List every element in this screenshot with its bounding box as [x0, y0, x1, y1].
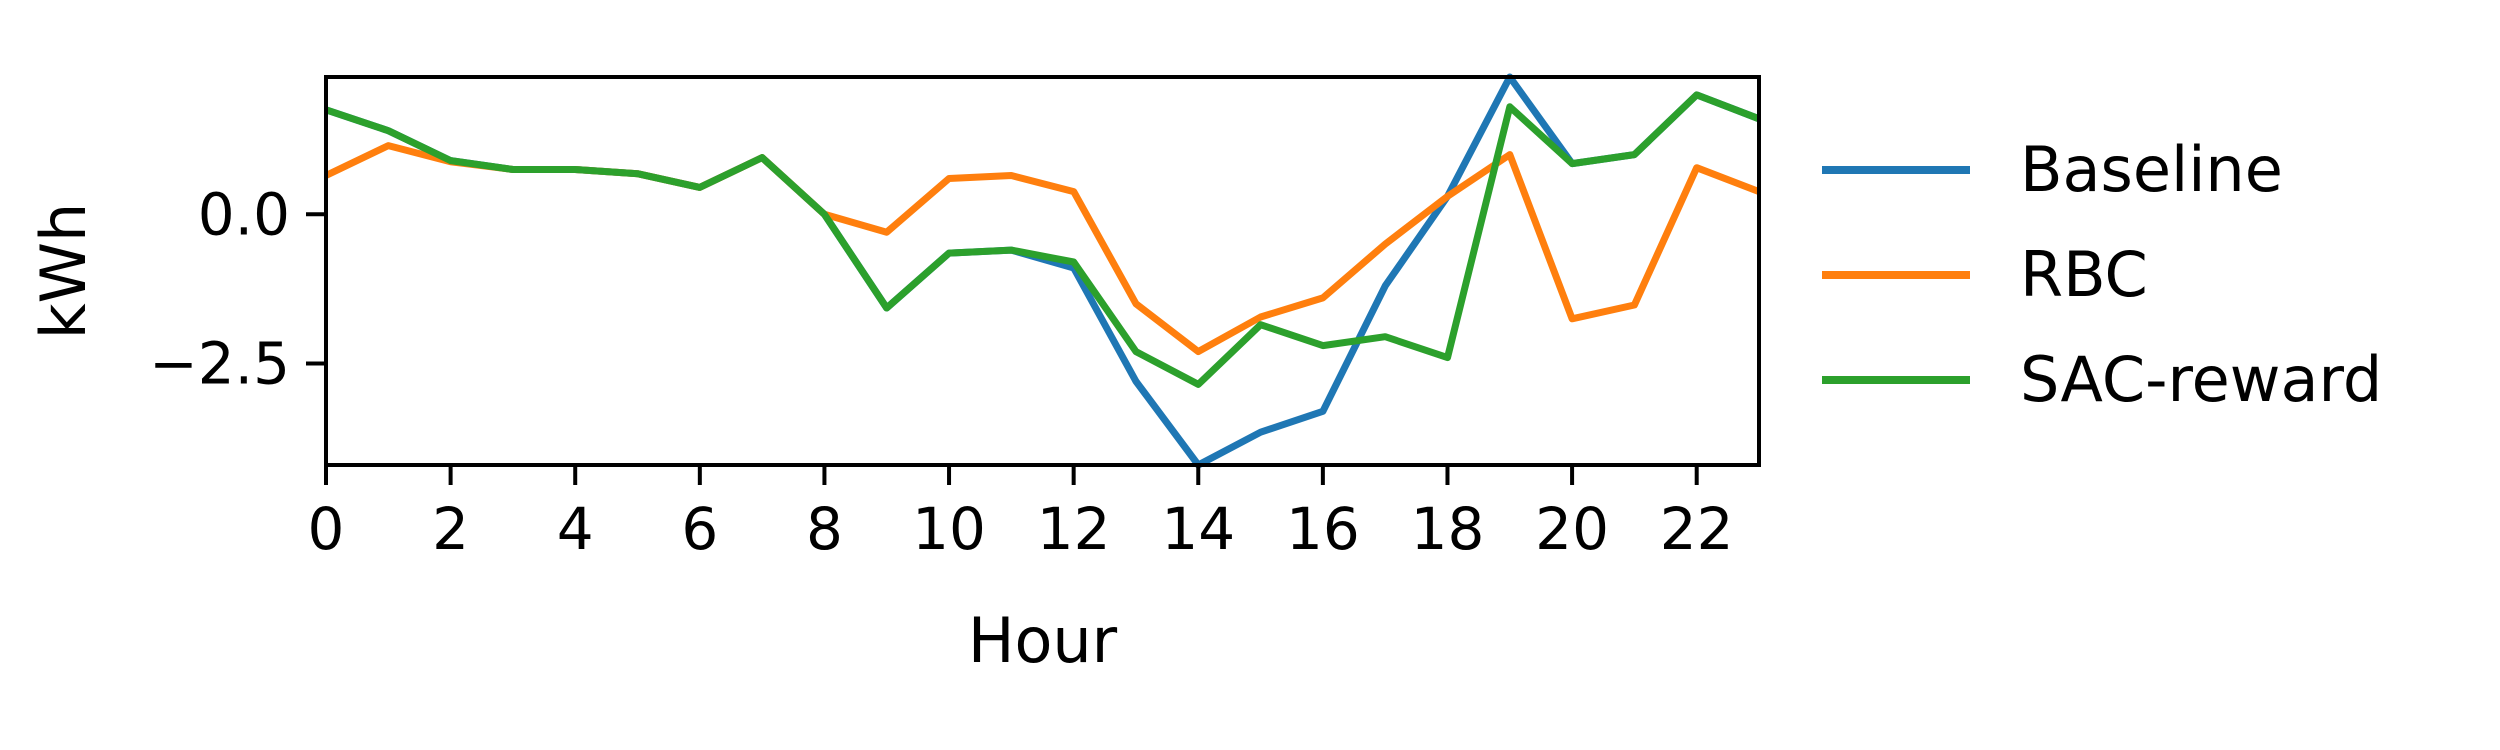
x-tick-label: 12 — [1037, 495, 1111, 563]
x-tick-label: 22 — [1660, 495, 1734, 563]
legend-label-sac-reward: SAC-reward — [2020, 343, 2382, 416]
x-tick-label: 20 — [1535, 495, 1609, 563]
x-tick-label: 14 — [1161, 495, 1235, 563]
x-tick-label: 0 — [308, 495, 345, 563]
x-tick-label: 10 — [912, 495, 986, 563]
plot-area-frame — [324, 75, 1761, 467]
series-line-rbc — [326, 142, 1759, 356]
x-tick-label: 6 — [681, 495, 718, 563]
y-tick-label: 0.0 — [198, 180, 290, 248]
x-tick-label: 16 — [1286, 495, 1360, 563]
legend-label-rbc: RBC — [2020, 238, 2148, 311]
x-tick-label: 2 — [432, 495, 469, 563]
series-lines — [326, 73, 1759, 469]
y-tick-label: −2.5 — [149, 330, 290, 398]
x-axis: 0 2 4 6 8 10 12 14 16 18 20 22 — [308, 465, 1734, 563]
series-line-sac-reward — [326, 91, 1759, 388]
x-axis-label: Hour — [968, 604, 1118, 677]
x-tick-label: 8 — [806, 495, 843, 563]
legend-label-baseline: Baseline — [2020, 133, 2283, 206]
legend: Baseline RBC SAC-reward — [1822, 133, 2382, 416]
x-tick-label: 18 — [1411, 495, 1485, 563]
y-axis-label: kWh — [27, 203, 100, 340]
x-tick-label: 4 — [557, 495, 594, 563]
y-axis: 0.0 −2.5 — [149, 180, 326, 398]
